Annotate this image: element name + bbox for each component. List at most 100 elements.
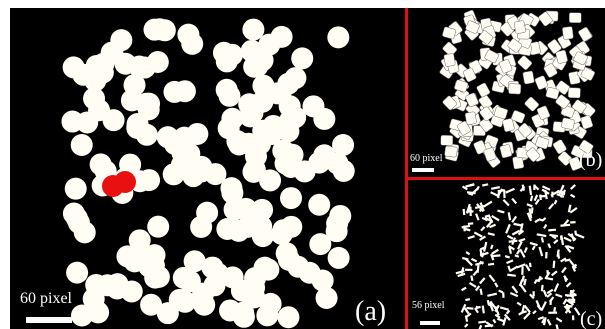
particle xyxy=(291,47,313,69)
panel-label: (c) xyxy=(580,308,602,329)
particle xyxy=(121,281,143,303)
particle xyxy=(328,247,350,269)
particle xyxy=(74,221,96,243)
scale-bar xyxy=(412,168,434,172)
particle xyxy=(84,70,106,92)
scale-label: 60 pixel xyxy=(20,290,73,307)
particle xyxy=(192,283,214,305)
particle xyxy=(269,82,291,104)
particle xyxy=(508,266,510,270)
particle xyxy=(221,108,243,130)
particle xyxy=(568,87,580,98)
particle xyxy=(138,169,160,191)
particle xyxy=(257,259,279,281)
particle xyxy=(101,42,123,64)
particle xyxy=(148,266,170,288)
highlight-particle xyxy=(114,171,136,193)
particle xyxy=(532,207,533,213)
particle xyxy=(333,160,355,182)
particle xyxy=(467,210,474,211)
particle xyxy=(302,95,324,117)
particle xyxy=(482,184,488,185)
particle xyxy=(492,255,501,256)
particle xyxy=(126,117,148,139)
particle xyxy=(140,294,162,316)
particle xyxy=(316,287,338,309)
scale-label: 56 pixel xyxy=(412,300,445,311)
particle xyxy=(190,216,212,238)
particle xyxy=(124,74,146,96)
particle xyxy=(562,26,573,39)
particle xyxy=(507,275,515,276)
particle xyxy=(515,255,519,256)
particle xyxy=(542,285,543,291)
particle xyxy=(485,215,490,217)
particle xyxy=(63,56,85,78)
particle xyxy=(554,261,555,268)
particle xyxy=(444,53,456,66)
particle xyxy=(147,51,169,73)
particle xyxy=(277,120,299,142)
particle xyxy=(147,216,169,238)
scale-bar xyxy=(420,321,440,325)
particle xyxy=(488,264,494,265)
particle xyxy=(514,20,526,34)
particle xyxy=(542,237,543,242)
particle xyxy=(149,18,171,40)
particle xyxy=(221,182,243,204)
particle xyxy=(71,134,93,156)
particle xyxy=(308,194,330,216)
particle xyxy=(276,242,298,264)
particle xyxy=(272,219,294,241)
particle xyxy=(85,274,107,296)
particle xyxy=(309,233,331,255)
particle xyxy=(480,289,481,295)
scale-label: 60 pixel xyxy=(410,153,443,164)
particle xyxy=(128,244,150,266)
particle xyxy=(505,256,509,257)
particle xyxy=(561,117,575,129)
particle xyxy=(509,241,518,242)
particle xyxy=(246,136,268,158)
particle xyxy=(548,230,556,231)
particle xyxy=(181,33,203,55)
particle xyxy=(216,79,238,101)
figure: 60 pixel (a) 60 pixel (b) 56 pixel (c) xyxy=(0,0,605,329)
particle xyxy=(569,13,581,23)
particle xyxy=(272,140,294,162)
particle xyxy=(462,226,470,227)
particle xyxy=(173,127,195,149)
particle xyxy=(173,267,195,289)
particle xyxy=(171,154,193,176)
particle xyxy=(485,325,493,326)
particle xyxy=(444,146,457,157)
particle xyxy=(277,306,299,328)
particle xyxy=(280,187,302,209)
particle xyxy=(545,190,547,199)
particle xyxy=(332,134,354,156)
particle xyxy=(524,279,525,285)
scale-bar xyxy=(26,317,72,323)
particle xyxy=(471,275,472,280)
panel-label: (b) xyxy=(579,149,602,171)
particle xyxy=(478,322,486,323)
particle xyxy=(509,212,510,220)
particle xyxy=(465,299,470,300)
particle xyxy=(88,99,110,121)
panel-label: (a) xyxy=(355,296,386,327)
particle xyxy=(531,196,532,202)
particle xyxy=(476,306,478,310)
particle xyxy=(87,301,109,323)
particle xyxy=(508,83,521,94)
particle xyxy=(565,260,571,261)
particle xyxy=(135,93,157,115)
particle xyxy=(544,317,546,325)
particle xyxy=(242,161,264,183)
particle xyxy=(241,40,263,62)
particle xyxy=(558,251,559,258)
particle xyxy=(468,223,473,224)
particle xyxy=(523,305,525,312)
particle xyxy=(204,163,226,185)
particle xyxy=(509,246,511,253)
particle xyxy=(550,235,558,236)
